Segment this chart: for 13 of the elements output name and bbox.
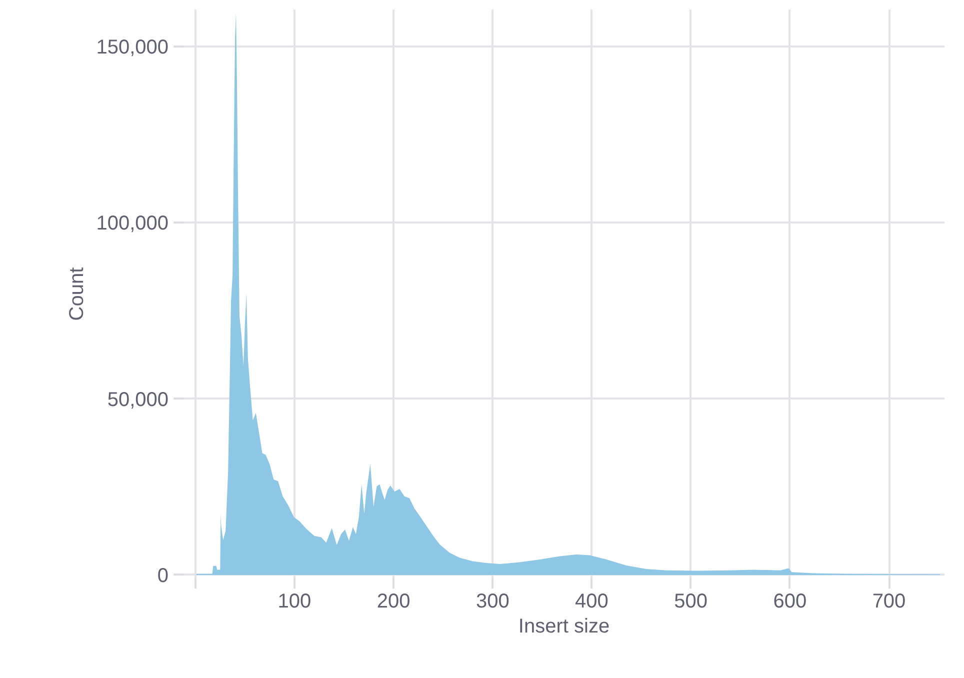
y-tick-label: 150,000 <box>96 36 168 58</box>
y-tick-label: 50,000 <box>107 388 168 411</box>
x-tick-label: 400 <box>575 590 608 612</box>
y-tick-label: 0 <box>157 564 168 587</box>
x-tick-label: 700 <box>872 590 906 612</box>
x-tick-label: 300 <box>476 590 510 612</box>
x-tick-label: 200 <box>376 590 410 612</box>
x-tick-label: 600 <box>773 590 807 612</box>
x-tick-label: 100 <box>278 590 312 612</box>
x-axis-title: Insert size <box>518 616 610 638</box>
y-axis-title: Count <box>66 266 88 321</box>
y-tick-label: 100,000 <box>96 212 168 235</box>
x-tick-label: 500 <box>674 590 708 612</box>
